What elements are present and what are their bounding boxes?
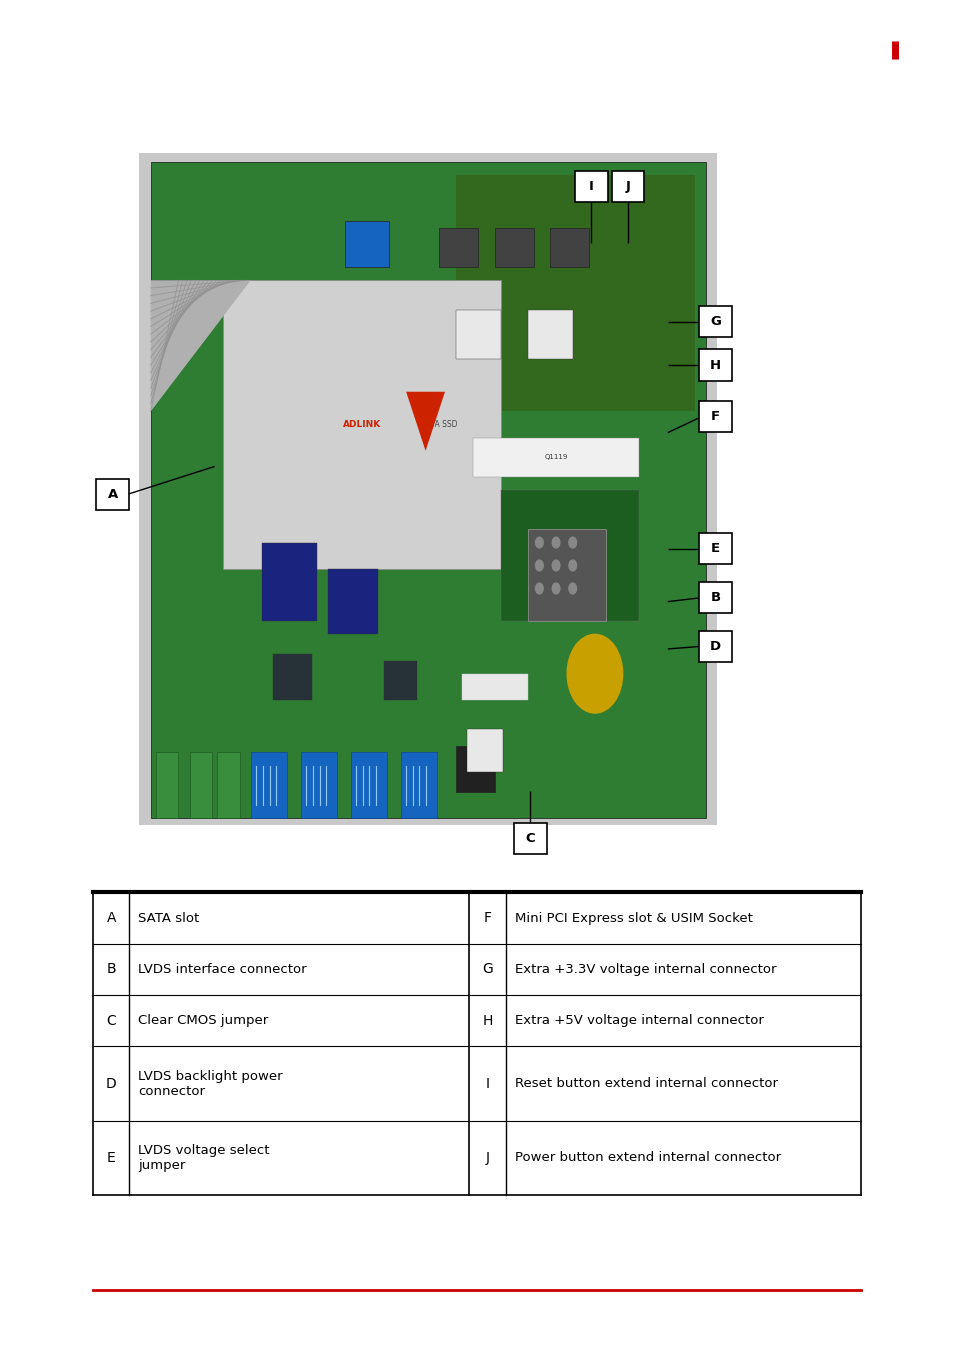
- Bar: [351, 752, 386, 818]
- Bar: [300, 752, 336, 818]
- Bar: [467, 730, 503, 772]
- Text: H: H: [709, 358, 720, 372]
- Text: C: C: [525, 831, 535, 845]
- Text: SATA slot: SATA slot: [138, 911, 199, 925]
- Circle shape: [568, 537, 576, 548]
- Text: I: I: [588, 180, 594, 193]
- Bar: [383, 661, 416, 700]
- Bar: [699, 630, 731, 661]
- Text: F: F: [483, 911, 491, 925]
- Text: B: B: [106, 963, 116, 976]
- Bar: [550, 227, 589, 268]
- Bar: [456, 176, 694, 411]
- Bar: [495, 227, 534, 268]
- Circle shape: [568, 560, 576, 571]
- Bar: [251, 752, 287, 818]
- Text: D: D: [106, 1076, 116, 1091]
- Text: G: G: [481, 963, 493, 976]
- Text: Q1119: Q1119: [544, 454, 567, 460]
- Bar: [96, 479, 129, 510]
- Text: E: E: [107, 1151, 115, 1165]
- Bar: [699, 581, 731, 612]
- Bar: [699, 349, 731, 381]
- Text: D: D: [709, 639, 720, 653]
- Bar: [345, 222, 389, 268]
- Circle shape: [566, 634, 622, 713]
- Text: B: B: [710, 591, 720, 604]
- Bar: [473, 438, 639, 477]
- Bar: [217, 752, 239, 818]
- Bar: [611, 172, 643, 203]
- Polygon shape: [406, 392, 444, 450]
- Bar: [575, 172, 607, 203]
- Circle shape: [552, 583, 559, 594]
- Text: Power button extend internal connector: Power button extend internal connector: [515, 1152, 781, 1164]
- Text: Extra +5V voltage internal connector: Extra +5V voltage internal connector: [515, 1014, 763, 1028]
- Text: Clear CMOS jumper: Clear CMOS jumper: [138, 1014, 269, 1028]
- Bar: [328, 569, 378, 634]
- Text: LVDS backlight power
connector: LVDS backlight power connector: [138, 1069, 283, 1098]
- Circle shape: [552, 560, 559, 571]
- Text: H: H: [482, 1014, 492, 1028]
- Circle shape: [535, 537, 542, 548]
- Bar: [190, 752, 212, 818]
- Text: I: I: [485, 1076, 489, 1091]
- Bar: [461, 673, 528, 700]
- Bar: [514, 822, 546, 854]
- Text: LVDS voltage select
jumper: LVDS voltage select jumper: [138, 1144, 270, 1172]
- Bar: [456, 746, 495, 792]
- Bar: [156, 752, 178, 818]
- Text: LVDS interface connector: LVDS interface connector: [138, 963, 307, 976]
- Bar: [456, 310, 500, 360]
- Bar: [151, 162, 705, 818]
- Text: A: A: [107, 911, 115, 925]
- Bar: [273, 654, 312, 700]
- Bar: [261, 542, 317, 622]
- Bar: [699, 306, 731, 337]
- Text: E: E: [710, 542, 720, 556]
- Circle shape: [552, 537, 559, 548]
- Text: SATA SSD: SATA SSD: [421, 420, 457, 429]
- Bar: [223, 280, 500, 569]
- Bar: [528, 310, 572, 360]
- Text: ADLINK: ADLINK: [342, 420, 380, 429]
- Text: F: F: [710, 410, 720, 423]
- Bar: [400, 752, 436, 818]
- Circle shape: [535, 583, 542, 594]
- Bar: [439, 227, 477, 268]
- Circle shape: [568, 583, 576, 594]
- Text: Extra +3.3V voltage internal connector: Extra +3.3V voltage internal connector: [515, 963, 776, 976]
- Bar: [699, 402, 731, 433]
- Text: A: A: [108, 488, 117, 502]
- Polygon shape: [151, 280, 251, 411]
- Bar: [699, 533, 731, 565]
- Text: Mini PCI Express slot & USIM Socket: Mini PCI Express slot & USIM Socket: [515, 911, 752, 925]
- Bar: [139, 153, 717, 825]
- Text: G: G: [709, 315, 720, 329]
- Bar: [500, 491, 639, 622]
- Text: J: J: [624, 180, 630, 193]
- Circle shape: [535, 560, 542, 571]
- Text: J: J: [485, 1151, 489, 1165]
- Text: Reset button extend internal connector: Reset button extend internal connector: [515, 1078, 778, 1090]
- Text: C: C: [106, 1014, 116, 1028]
- Bar: [528, 530, 605, 622]
